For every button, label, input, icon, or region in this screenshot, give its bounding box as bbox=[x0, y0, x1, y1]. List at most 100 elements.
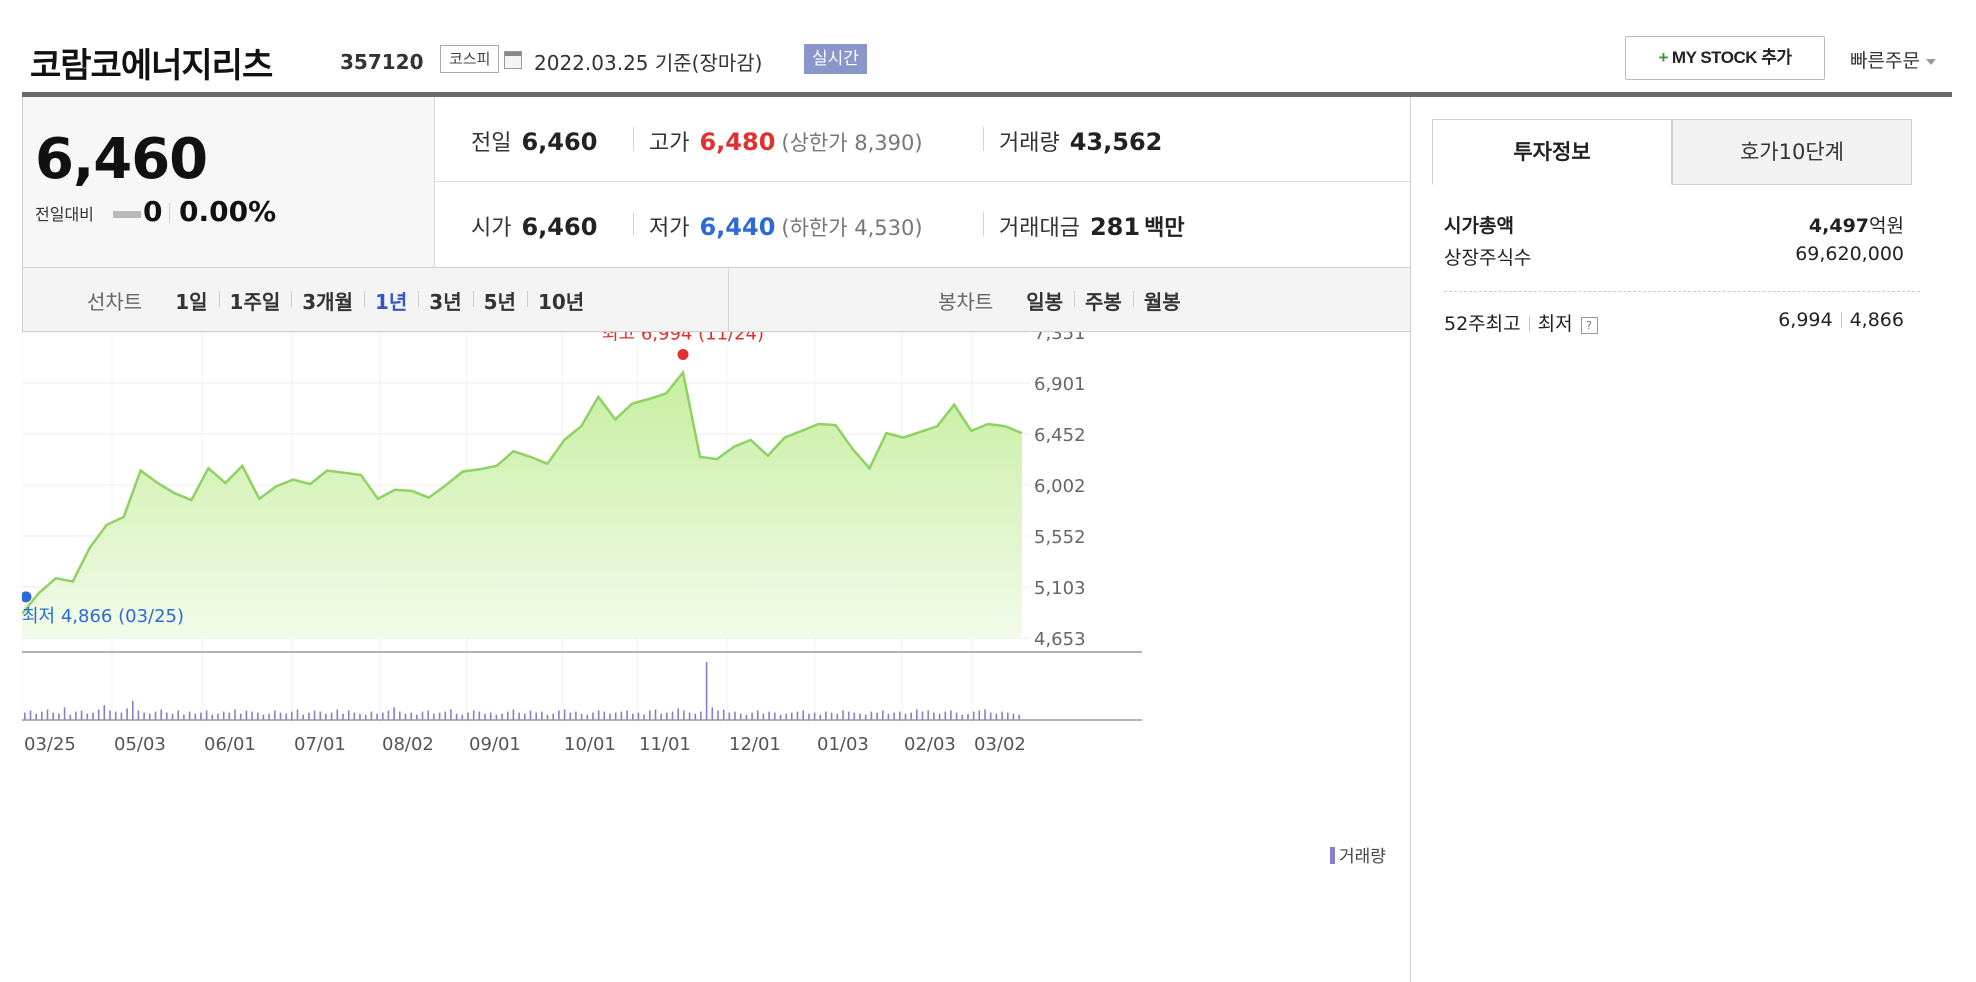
add-my-stock-button[interactable]: + MY STOCK 추가 bbox=[1625, 36, 1825, 80]
volume-bar bbox=[205, 710, 208, 720]
volume-bar bbox=[120, 712, 123, 720]
volume-bar bbox=[92, 712, 94, 720]
x-tick-label: 07/01 bbox=[294, 734, 346, 755]
open-value: 6,460 bbox=[521, 213, 598, 241]
quote-divider bbox=[633, 212, 634, 236]
volume-bar bbox=[967, 713, 969, 720]
realtime-button[interactable]: 실시간 bbox=[804, 44, 867, 74]
y-tick-label: 6,002 bbox=[1034, 476, 1086, 497]
high-value: 6,480 bbox=[699, 128, 776, 156]
volume-bar bbox=[319, 711, 322, 720]
volume-bar bbox=[722, 709, 725, 720]
x-tick-label: 01/03 bbox=[817, 734, 869, 755]
volume-bar bbox=[160, 709, 162, 720]
volume-bar bbox=[518, 712, 520, 720]
line-chart-group: 선차트 1일 1주일 3개월 1년 3년 5년 10년 bbox=[87, 286, 595, 315]
volume-bar bbox=[558, 710, 560, 720]
amount-label: 거래대금 bbox=[999, 216, 1080, 241]
volume-bar bbox=[183, 714, 185, 720]
panel-divider bbox=[1410, 97, 1411, 982]
volume-bar bbox=[904, 713, 907, 720]
listed-shares-value: 69,620,000 bbox=[1795, 243, 1904, 265]
volume-bar bbox=[1001, 711, 1003, 720]
volume-bar bbox=[149, 713, 151, 720]
volume-bar bbox=[813, 712, 816, 720]
volume-bar bbox=[984, 709, 986, 720]
volume-bar bbox=[882, 710, 884, 720]
volume-bar bbox=[359, 713, 361, 720]
tab-1w[interactable]: 1주일 bbox=[218, 286, 292, 315]
upper-limit: (상한가 8,390) bbox=[781, 131, 923, 155]
tab-monthly-candle[interactable]: 월봉 bbox=[1132, 286, 1192, 315]
volume-bar bbox=[580, 713, 583, 720]
volume-bar bbox=[552, 713, 554, 720]
volume-bar bbox=[575, 711, 577, 720]
x-tick-label: 03/02 bbox=[974, 734, 1026, 755]
quote-row-1: 전일 6,460 고가 6,480 (상한가 8,390) 거래량 43,562 bbox=[435, 97, 1411, 182]
tab-10y[interactable]: 10년 bbox=[526, 286, 595, 315]
trade-volume: 거래량 43,562 bbox=[999, 125, 1162, 157]
prev-close-label: 전일 bbox=[471, 131, 512, 156]
trade-amount: 거래대금 281 백만 bbox=[999, 210, 1185, 242]
tab-5y[interactable]: 5년 bbox=[472, 286, 527, 315]
volume-bar bbox=[467, 712, 469, 720]
market-badge: 코스피 bbox=[440, 45, 500, 73]
volume-bar bbox=[597, 710, 600, 720]
volume-bar bbox=[404, 713, 407, 720]
volume-bar bbox=[211, 714, 214, 720]
volume-bar bbox=[75, 711, 77, 720]
tab-investment-info[interactable]: 투자정보 bbox=[1432, 119, 1672, 185]
tab-3m[interactable]: 3개월 bbox=[291, 286, 364, 315]
price-chart-svg: 7,351 6,901 6,452 6,002 5,552 5,103 4,653 03/25… bbox=[22, 332, 1142, 755]
volume-bar bbox=[279, 712, 282, 720]
volume-bar bbox=[808, 713, 810, 720]
volume-bar bbox=[774, 712, 776, 720]
volume-bar bbox=[643, 714, 645, 720]
volume-bar bbox=[938, 713, 941, 720]
volume-bar bbox=[609, 713, 611, 720]
volume-bar bbox=[313, 710, 316, 720]
volume-bar bbox=[876, 712, 878, 720]
volume-bar bbox=[847, 711, 850, 720]
volume-bar bbox=[484, 713, 486, 720]
market-cap: 4,497억원 bbox=[1809, 211, 1904, 238]
week52-labels: 52주최고 최저? bbox=[1444, 309, 1598, 336]
volume-bar bbox=[370, 711, 373, 720]
volume-bar bbox=[614, 712, 617, 720]
tab-daily-candle[interactable]: 일봉 bbox=[1026, 290, 1064, 314]
current-price-panel: 6,460 전일대비 0 0.00% bbox=[23, 97, 435, 267]
change-value: 0 bbox=[143, 195, 163, 228]
lower-limit: (하한가 4,530) bbox=[781, 216, 923, 240]
volume-bar bbox=[35, 713, 37, 720]
tab-1y[interactable]: 1년 bbox=[363, 286, 418, 315]
volume-bar bbox=[433, 713, 435, 720]
open-label: 시가 bbox=[471, 216, 512, 241]
volume-bar bbox=[251, 711, 253, 720]
volume-bar bbox=[825, 711, 827, 720]
low-marker bbox=[22, 591, 32, 603]
volume-bar bbox=[336, 709, 339, 720]
quote-summary: 6,460 전일대비 0 0.00% 전일 6,460 고가 6,480 (상한가 8… bbox=[22, 97, 1411, 268]
separator bbox=[1840, 312, 1842, 328]
volume-bar bbox=[739, 713, 742, 720]
help-icon[interactable]: ? bbox=[1580, 317, 1598, 334]
price-chart[interactable]: 7,351 6,901 6,452 6,002 5,552 5,103 4,653 03/25… bbox=[22, 332, 1410, 982]
week52-low-value: 4,866 bbox=[1849, 309, 1904, 331]
change-rate: 0.00% bbox=[179, 195, 277, 228]
quick-order-dropdown[interactable]: 빠른주문 bbox=[1850, 46, 1936, 73]
volume-bar bbox=[632, 713, 634, 720]
volume-bar bbox=[507, 711, 509, 720]
volume-bar bbox=[745, 714, 748, 720]
volume-bar bbox=[717, 710, 719, 720]
tab-1d[interactable]: 1일 bbox=[175, 290, 208, 314]
tab-orderbook-10[interactable]: 호가10단계 bbox=[1672, 119, 1912, 185]
volume-bar bbox=[677, 708, 679, 720]
tab-3y[interactable]: 3년 bbox=[418, 286, 472, 315]
tab-weekly-candle[interactable]: 주봉 bbox=[1074, 286, 1133, 315]
volume-bar bbox=[933, 712, 935, 720]
stock-header: 코람코에너지리츠 357120 코스피 2022.03.25 기준(장마감) 실… bbox=[22, 30, 1952, 90]
volume-bar bbox=[342, 713, 344, 720]
volume-bar bbox=[421, 711, 424, 720]
x-tick-label: 12/01 bbox=[729, 734, 781, 755]
x-tick-label: 09/01 bbox=[469, 734, 521, 755]
